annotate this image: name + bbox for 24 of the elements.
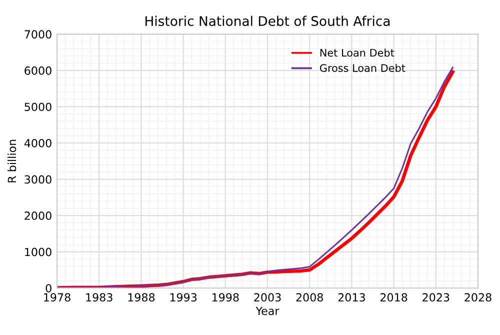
y-tick-label: 4000 (24, 138, 52, 148)
x-tick-label: 1988 (128, 293, 155, 302)
chart-title: Historic National Debt of South Africa (146, 16, 390, 26)
y-axis-title: R billion (8, 140, 16, 182)
y-tick-label: 1000 (25, 248, 52, 256)
x-tick-label: 2018 (380, 293, 408, 302)
x-tick-label: 1993 (170, 293, 197, 302)
y-tick-label: 0 (46, 284, 52, 292)
x-tick-label: 2003 (254, 293, 281, 302)
y-tick-label: 2000 (24, 212, 52, 220)
y-tick-label: 7000 (24, 30, 52, 39)
y-tick-label: 6000 (24, 66, 52, 75)
x-tick-label: 1998 (212, 293, 239, 302)
x-tick-label: 2008 (296, 293, 323, 302)
y-tick-label: 3000 (24, 175, 52, 184)
legend-label: Gross Loan Debt (320, 64, 406, 72)
x-tick-label: 2028 (464, 293, 492, 302)
x-tick-label: 1983 (86, 293, 112, 302)
x-tick-label: 2023 (422, 293, 450, 302)
x-tick-label: 2013 (338, 293, 365, 302)
y-tick-label: 5000 (24, 102, 52, 112)
legend-label: Net Loan Debt (320, 48, 394, 57)
x-axis-title: Year (256, 306, 280, 316)
x-tick-label: 1978 (44, 293, 70, 302)
